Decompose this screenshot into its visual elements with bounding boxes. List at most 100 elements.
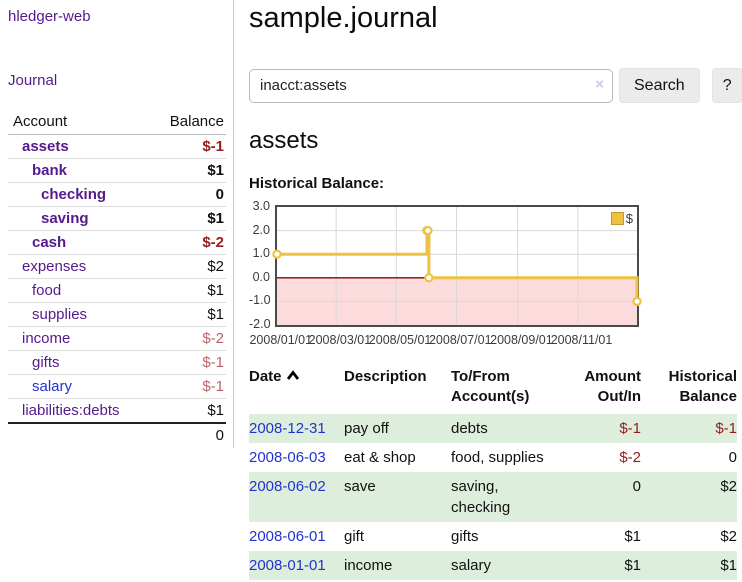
transaction-date-link[interactable]: 2008-06-03 <box>249 448 326 466</box>
account-row: saving $1 <box>8 206 226 231</box>
y-axis-tick-label: 0.0 <box>252 269 270 284</box>
search-bar: × Search ? <box>249 68 742 103</box>
search-button[interactable]: Search <box>619 68 700 103</box>
chart-legend: $ <box>610 211 633 226</box>
accounts-total-value: 0 <box>148 422 226 448</box>
transaction-row: 2008-06-02 save saving, checking 0 $2 <box>249 471 737 522</box>
account-balance: $1 <box>148 302 226 327</box>
transaction-row: 2008-06-03 eat & shop food, supplies $-2 0 <box>249 443 737 472</box>
account-balance: $1 <box>148 158 226 183</box>
account-link[interactable]: checking <box>41 186 107 203</box>
account-balance: $-2 <box>148 230 226 255</box>
transaction-row: 2008-12-31 pay off debts $-1 $-1 <box>249 413 737 443</box>
transaction-accounts: debts <box>451 413 551 443</box>
transaction-date-link[interactable]: 2008-06-02 <box>249 477 326 495</box>
account-section-title: assets <box>249 127 319 154</box>
account-link[interactable]: gifts <box>32 354 60 371</box>
x-axis-tick-label: 2008/01/01 <box>249 333 313 347</box>
transaction-accounts: gifts <box>451 527 479 545</box>
transaction-date-link[interactable]: 2008-01-01 <box>249 556 326 574</box>
chart-canvas <box>272 207 642 325</box>
account-balance: $1 <box>148 206 226 231</box>
register-header-description: Description <box>344 368 427 385</box>
register-header-date[interactable]: Date <box>249 365 344 414</box>
account-link[interactable]: assets <box>22 138 69 155</box>
x-axis-tick-label: 2008/11/01 <box>550 333 613 347</box>
transaction-amount: $1 <box>624 527 641 545</box>
account-balance: $-1 <box>148 374 226 399</box>
register-header-accounts: To/From Account(s) <box>451 368 530 406</box>
transaction-balance: $1 <box>641 550 737 580</box>
accounts-table: Account Balance assets $-1 bank $1 checking 0… <box>8 110 226 448</box>
transaction-accounts: saving, checking <box>451 471 551 522</box>
transaction-balance: $2 <box>641 471 737 522</box>
page-title: sample.journal <box>249 2 438 34</box>
transaction-description: gift <box>344 527 365 545</box>
account-row: assets $-1 <box>8 134 226 159</box>
accounts-table-body: assets $-1 bank $1 checking 0 saving $1 cash $-2 e… <box>8 134 226 424</box>
account-row: checking 0 <box>8 182 226 207</box>
help-button[interactable]: ? <box>711 68 742 103</box>
accounts-header-account: Account <box>8 110 149 135</box>
main-content: sample.journal × Search ? assets Histori… <box>234 0 742 580</box>
transaction-balance: $-1 <box>641 413 737 443</box>
y-axis-tick-label: 2.0 <box>252 222 270 237</box>
account-link[interactable]: expenses <box>22 258 87 275</box>
transaction-date-link[interactable]: 2008-12-31 <box>249 419 326 437</box>
register-header-balance: Historical Balance <box>668 368 737 406</box>
account-row: food $1 <box>8 278 226 303</box>
account-row: bank $1 <box>8 158 226 183</box>
y-axis-tick-label: 1.0 <box>252 246 270 261</box>
account-balance: $-1 <box>148 134 226 159</box>
transaction-amount: $1 <box>551 550 641 580</box>
accounts-header-balance: Balance <box>148 110 226 135</box>
register-table-body: 2008-12-31 pay off debts $-1 $-1 2008-06-03 ea… <box>249 413 737 580</box>
historical-balance-chart: $ 3.0 2.0 1.0 0.0 -1.0 -2.0 2008/01/01 2008/03/… <box>249 199 742 348</box>
account-link[interactable]: food <box>32 282 62 299</box>
app-title-link[interactable]: hledger-web <box>8 8 91 25</box>
sidebar-item-journal[interactable]: Journal <box>8 72 58 89</box>
account-link[interactable]: bank <box>32 162 68 179</box>
y-axis-tick-label: -1.0 <box>249 293 271 308</box>
transaction-amount: 0 <box>551 471 641 522</box>
account-row: gifts $-1 <box>8 350 226 375</box>
transaction-amount: $-2 <box>619 448 641 466</box>
account-link[interactable]: salary <box>32 378 73 395</box>
x-axis-tick-label: 2008/03/01 <box>308 333 372 347</box>
accounts-total-row: 0 <box>8 422 226 448</box>
transaction-description: save <box>344 471 451 522</box>
account-row: liabilities:debts $1 <box>8 398 226 424</box>
account-balance: 0 <box>148 182 226 207</box>
search-input[interactable] <box>249 68 613 103</box>
account-row: expenses $2 <box>8 254 226 279</box>
clear-search-icon[interactable]: × <box>595 75 604 93</box>
account-row: salary $-1 <box>8 374 226 399</box>
y-axis-tick-label: 3.0 <box>252 199 270 213</box>
account-row: income $-2 <box>8 326 226 351</box>
account-link[interactable]: income <box>22 330 71 347</box>
transaction-balance: 0 <box>728 448 737 466</box>
transaction-row: 2008-06-01 gift gifts $1 $2 <box>249 522 737 551</box>
transaction-date-link[interactable]: 2008-06-01 <box>249 527 326 545</box>
account-row: cash $-2 <box>8 230 226 255</box>
account-link[interactable]: supplies <box>32 306 88 323</box>
transaction-description: eat & shop <box>344 448 416 466</box>
transaction-description: pay off <box>344 413 451 443</box>
account-balance: $1 <box>148 398 226 424</box>
account-link[interactable]: cash <box>32 234 67 251</box>
x-axis-tick-label: 2008/07/01 <box>428 333 492 347</box>
chart-plot-area: $ <box>272 205 642 327</box>
y-axis-tick-label: -2.0 <box>249 317 271 331</box>
account-link[interactable]: saving <box>41 210 89 227</box>
account-balance: $-2 <box>148 326 226 351</box>
transaction-amount: $-1 <box>551 413 641 443</box>
account-row: supplies $1 <box>8 302 226 327</box>
transaction-balance: $2 <box>720 527 737 545</box>
account-link[interactable]: liabilities:debts <box>22 402 120 419</box>
sort-asc-icon <box>286 367 300 387</box>
x-axis-tick-label: 2008/09/01 <box>490 333 553 347</box>
sidebar: hledger-web Journal Account Balance asse… <box>0 0 234 448</box>
chart-label: Historical Balance: <box>249 175 385 192</box>
transaction-accounts: salary <box>451 550 551 580</box>
